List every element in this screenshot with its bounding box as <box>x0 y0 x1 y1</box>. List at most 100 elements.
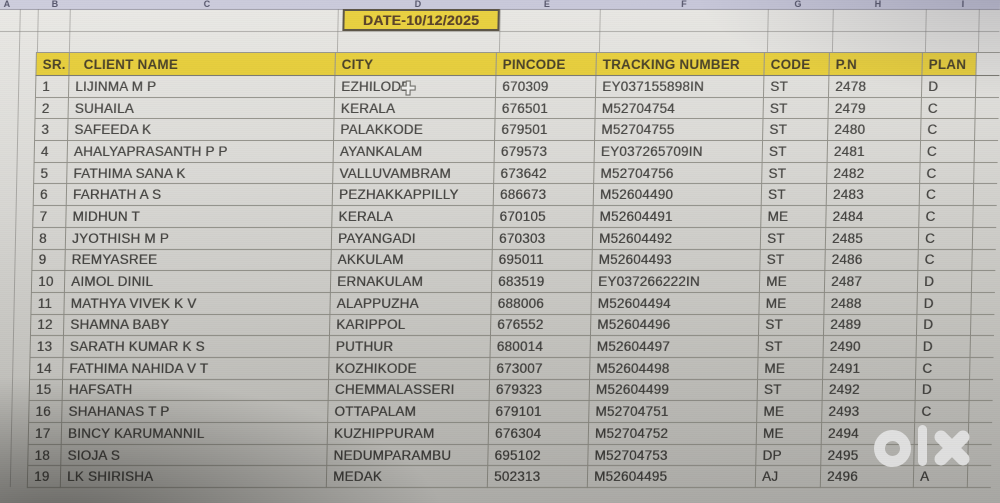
table-cell[interactable]: 7 <box>32 205 67 228</box>
table-cell[interactable]: FARHATH A S <box>66 183 333 206</box>
table-cell[interactable]: AKKULAM <box>330 249 493 271</box>
table-cell[interactable]: D <box>921 75 976 98</box>
table-cell[interactable]: 14 <box>29 357 64 380</box>
table-cell[interactable]: 6 <box>33 183 67 206</box>
table-cell[interactable]: 2483 <box>826 183 920 206</box>
table-cell[interactable]: ST <box>763 75 829 98</box>
table-cell[interactable]: ST <box>758 335 824 358</box>
table-cell[interactable]: KERALA <box>334 97 496 119</box>
table-cell[interactable]: 688006 <box>490 292 592 315</box>
table-cell[interactable]: PALAKKODE <box>333 118 496 141</box>
table-cell[interactable]: M52704754 <box>595 97 764 119</box>
table-cell[interactable]: MATHYA VIVEK K V <box>63 292 331 315</box>
table-cell[interactable]: ME <box>758 292 825 315</box>
table-cell[interactable]: VALLUVAMBRAM <box>332 162 495 184</box>
table-cell[interactable]: 12 <box>30 314 64 336</box>
table-cell[interactable]: M52704755 <box>594 118 764 141</box>
table-cell[interactable]: EY037266222IN <box>591 270 760 293</box>
table-cell[interactable]: 679501 <box>494 118 596 141</box>
table-cell[interactable]: M52704756 <box>593 162 763 184</box>
table-cell[interactable]: EY037155898IN <box>595 75 764 98</box>
column-header-cell[interactable]: CITY <box>334 52 497 76</box>
table-cell[interactable]: C <box>918 227 973 249</box>
table-cell[interactable]: ST <box>757 379 823 401</box>
table-cell[interactable]: BINCY KARUMANNIL <box>61 422 328 445</box>
table-cell[interactable]: C <box>914 400 970 423</box>
table-cell[interactable]: ME <box>760 205 827 228</box>
table-cell[interactable]: 686673 <box>493 183 594 206</box>
table-cell[interactable]: 5 <box>33 162 68 184</box>
table-cell[interactable]: 670309 <box>495 75 596 98</box>
column-header-cell[interactable]: SR. <box>35 52 70 76</box>
table-cell[interactable]: SAFEEDA K <box>67 118 335 141</box>
column-header-cell[interactable]: PINCODE <box>495 52 597 76</box>
column-letter-C[interactable]: C <box>203 0 211 9</box>
table-cell[interactable]: 2 <box>35 97 69 119</box>
table-cell[interactable]: C <box>917 249 973 271</box>
table-cell[interactable]: 2491 <box>822 357 917 380</box>
table-cell[interactable]: ALAPPUZHA <box>329 292 492 315</box>
table-cell[interactable]: SIOJA S <box>60 444 328 466</box>
table-cell[interactable]: D <box>916 335 971 358</box>
table-cell[interactable]: 2480 <box>827 118 922 141</box>
table-cell[interactable]: 2496 <box>820 465 914 488</box>
table-cell[interactable]: ST <box>760 227 826 249</box>
column-letter-H[interactable]: H <box>874 0 882 9</box>
table-cell[interactable]: C <box>918 205 974 228</box>
table-cell[interactable]: 676552 <box>490 314 591 336</box>
table-cell[interactable]: M52604498 <box>589 357 759 380</box>
table-cell[interactable]: A <box>913 465 968 488</box>
table-cell[interactable]: M52604492 <box>592 227 761 249</box>
table-cell[interactable]: 11 <box>30 292 65 315</box>
table-cell[interactable]: C <box>921 97 976 119</box>
table-cell[interactable]: 2484 <box>825 205 920 228</box>
table-cell[interactable]: LK SHIRISHA <box>60 465 327 488</box>
table-cell[interactable]: 2492 <box>822 379 916 401</box>
table-cell[interactable]: 2489 <box>823 314 917 336</box>
table-cell[interactable]: D <box>915 379 970 401</box>
column-letter-E[interactable]: E <box>543 0 551 9</box>
table-cell[interactable]: ST <box>763 97 829 119</box>
table-cell[interactable]: 3 <box>34 118 69 141</box>
table-cell[interactable]: 2487 <box>824 270 918 293</box>
table-cell[interactable]: AYANKALAM <box>333 140 495 163</box>
table-cell[interactable]: MIDHUN T <box>65 205 333 228</box>
table-cell[interactable]: ME <box>756 422 822 445</box>
table-cell[interactable]: 2478 <box>828 75 922 98</box>
table-cell[interactable]: 2490 <box>823 335 917 358</box>
table-cell[interactable]: 695102 <box>487 444 589 466</box>
table-cell[interactable]: M52604490 <box>593 183 762 206</box>
table-cell[interactable]: 679573 <box>494 140 595 163</box>
table-cell[interactable]: CHEMMALASSERI <box>328 379 490 401</box>
table-cell[interactable]: AJ <box>755 465 821 488</box>
table-cell[interactable]: FATHIMA NAHIDA V T <box>62 357 330 380</box>
table-cell[interactable]: JYOTHISH M P <box>65 227 332 249</box>
table-cell[interactable]: 2482 <box>826 162 921 184</box>
table-cell[interactable]: M52704752 <box>588 422 757 445</box>
table-cell[interactable]: SUHAILA <box>68 97 335 119</box>
table-cell[interactable]: 1 <box>35 75 69 98</box>
table-cell[interactable]: 19 <box>27 465 61 488</box>
table-cell[interactable]: KERALA <box>331 205 494 228</box>
table-cell[interactable]: C <box>919 183 974 206</box>
table-cell[interactable]: KUZHIPPURAM <box>327 422 489 445</box>
column-header-cell[interactable]: P.N <box>828 52 923 76</box>
table-cell[interactable]: M52604493 <box>591 249 761 271</box>
table-cell[interactable]: 18 <box>27 444 62 466</box>
table-cell[interactable]: 680014 <box>490 335 591 358</box>
table-cell[interactable]: 9 <box>31 249 66 271</box>
table-cell[interactable]: M52604496 <box>590 314 759 336</box>
table-cell[interactable]: SHAMNA BABY <box>63 314 330 336</box>
table-cell[interactable]: AHALYAPRASANTH P P <box>67 140 334 163</box>
column-letter-D[interactable]: D <box>414 0 422 9</box>
table-cell[interactable]: M52604494 <box>590 292 760 315</box>
table-cell[interactable]: 2493 <box>821 400 916 423</box>
table-cell[interactable]: 673007 <box>489 357 591 380</box>
table-cell[interactable]: 16 <box>28 400 63 423</box>
table-cell[interactable]: ST <box>761 162 828 184</box>
date-banner-cell[interactable]: DATE-10/12/2025 <box>342 9 500 31</box>
table-cell[interactable]: M52604499 <box>589 379 758 401</box>
table-cell[interactable]: 695011 <box>491 249 593 271</box>
table-cell[interactable]: PUTHUR <box>329 335 491 358</box>
column-header-cell[interactable]: CLIENT NAME <box>68 52 336 76</box>
